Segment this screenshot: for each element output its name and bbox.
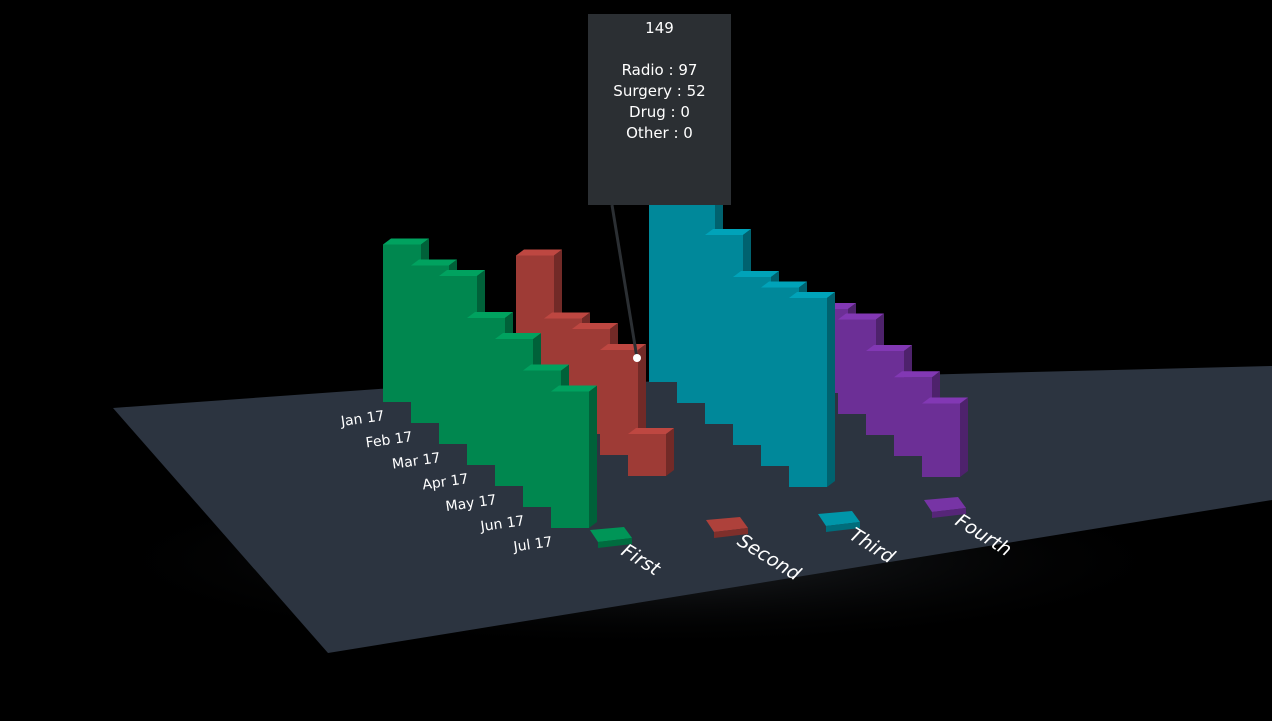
bar-first-2-top [439,270,485,276]
bar-second-3-side [638,344,646,455]
month-label-0: Jan 17 [339,408,386,430]
bar-third-5[interactable] [789,292,835,487]
bar-second-4-side [666,428,674,476]
bar-fourth-4-top [894,371,940,378]
tooltip-line-radio: Radio : 97 [621,61,698,79]
bar-second-2-top [572,323,618,329]
bar-first-6-front [551,391,589,528]
bar-third-2-top [705,229,751,235]
legend-marker-third [818,511,860,532]
tooltip-pointer [610,204,641,362]
bar-fourth-5-front [922,403,960,477]
bars-layer [383,166,968,528]
legend-marker-front-third [826,522,860,532]
bar-second-0-top [516,249,562,256]
tooltip-total: 149 [645,19,674,37]
legend-marker-first [590,527,632,548]
bar-third-5-side [827,292,835,487]
legend-marker-top-third [818,511,860,526]
bar-third-4-top [761,281,807,288]
bar-first-6-top [551,385,597,392]
bar-fourth-5-side [960,397,968,477]
bar-second-3-top [600,344,646,350]
month-label-6: Jul 17 [512,534,554,555]
legend-marker-top-fourth [924,497,966,512]
bar-fourth-2-top [838,313,884,320]
tooltip-line-drug: Drug : 0 [629,103,690,121]
bar-first-6[interactable] [551,385,597,529]
tooltip-line-other: Other : 0 [626,124,693,142]
bar-first-3-top [467,312,513,318]
legend-marker-front-first [598,538,632,548]
bar-second-3-front [600,350,638,455]
bar-fourth-3-top [866,345,912,351]
month-label-1: Feb 17 [365,429,414,451]
bar-third-3-top [733,271,779,277]
month-label-3: Apr 17 [421,471,469,493]
legend-marker-front-fourth [932,508,966,518]
legend-marker-fourth [924,497,966,518]
legend-marker-top-first [590,527,632,542]
bar-first-5-top [523,364,569,371]
bar-second-4[interactable] [628,428,674,476]
legend-marker-front-second [714,528,748,538]
bar-first-0-top [383,238,429,245]
month-label-5: Jun 17 [479,513,526,535]
chart-floor [113,366,1272,653]
tooltip-line-surgery: Surgery : 52 [613,82,706,100]
legend-marker-top-second [706,517,748,532]
tooltip: 149 Radio : 97 Surgery : 52 Drug : 0 Oth… [588,14,731,205]
bar-second-1-top [544,312,590,319]
month-label-2: Mar 17 [391,450,441,473]
bar-fourth-5[interactable] [922,397,968,478]
month-label-4: May 17 [445,492,498,515]
bar-third-5-top [789,292,835,298]
bar-third-5-front [789,298,827,487]
legend-marker-second [706,517,748,538]
bar-second-4-front [628,434,666,476]
bar-first-1-top [411,259,457,266]
tooltip-anchor-dot [633,354,641,362]
bar-first-4-top [495,333,541,339]
bar-second-4-top [628,428,674,434]
bar-first-6-side [589,385,597,528]
bar-fourth-5-top [922,397,968,404]
